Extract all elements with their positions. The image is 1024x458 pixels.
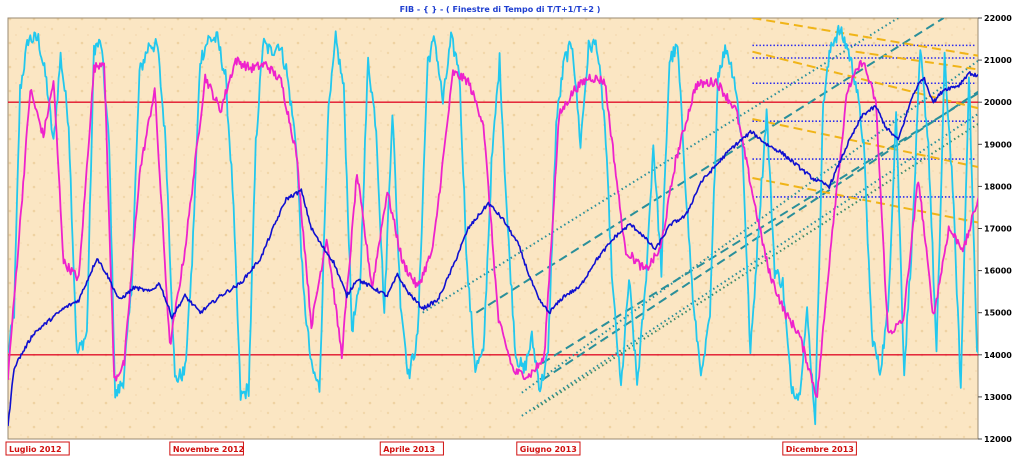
y-axis: 12000 13000 14000 15000 16000 17000 18000 19000… [978, 14, 1012, 444]
x-label-box [379, 441, 444, 456]
trend-line [752, 118, 978, 169]
trend-line [752, 176, 978, 224]
series-line [8, 56, 978, 398]
x-label-box [782, 441, 857, 456]
x-label-box [516, 441, 581, 456]
x-tick-label: Giugno 2013 [520, 445, 577, 454]
y-tick-label: 20000 [984, 98, 1012, 107]
y-tick-label: 12000 [984, 435, 1012, 444]
y-tick-label: 17000 [984, 225, 1012, 234]
x-tick-label: Dicembre 2013 [786, 445, 854, 454]
x-axis: Luglio 2012 Novembre 2012 Aprile 2013 Giugn… [5, 441, 857, 456]
trend-layer [422, 18, 978, 417]
series-line [8, 24, 978, 426]
y-tick-label: 21000 [984, 56, 1012, 65]
x-tick-label: Luglio 2012 [9, 445, 62, 454]
trend-line [752, 18, 978, 57]
trend-line [752, 50, 978, 110]
chart-title: FIB - { } - ( Finestre di Tempo di T/T+1… [400, 5, 601, 14]
y-tick-label: 18000 [984, 182, 1012, 191]
x-tick-label: Novembre 2012 [173, 445, 244, 454]
x-tick-group: Luglio 2012 [5, 441, 70, 456]
y-tick-label: 14000 [984, 351, 1012, 360]
trend-line [541, 92, 978, 365]
x-tick-label: Aprile 2013 [383, 445, 435, 454]
x-tick-group: Giugno 2013 [516, 441, 581, 456]
trend-line [855, 50, 978, 71]
y-tick-label: 13000 [984, 393, 1012, 402]
x-label-box [5, 441, 70, 456]
y-tick-label: 15000 [984, 309, 1012, 318]
y-tick-label: 16000 [984, 267, 1012, 276]
x-tick-group: Dicembre 2013 [782, 441, 857, 456]
series-layer [8, 24, 978, 427]
series-line [8, 71, 978, 427]
x-tick-group: Aprile 2013 [379, 441, 444, 456]
y-tick-label: 22000 [984, 14, 1012, 23]
trend-line [475, 18, 945, 314]
x-tick-group: Novembre 2012 [169, 441, 244, 456]
y-tick-label: 19000 [984, 140, 1012, 149]
x-label-box [169, 441, 244, 456]
trend-line [422, 18, 899, 314]
